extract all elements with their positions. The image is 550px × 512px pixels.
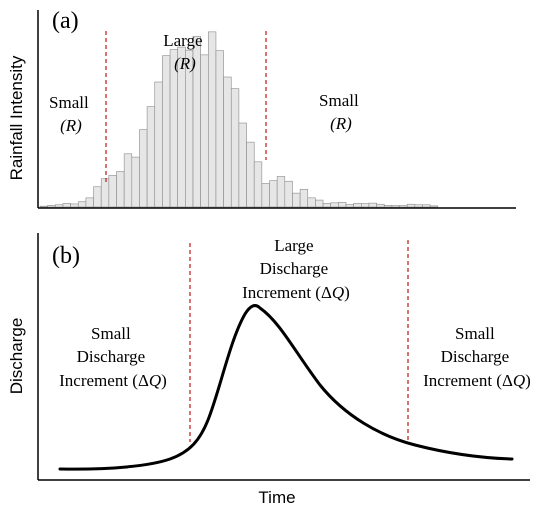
rainfall-bar (269, 180, 278, 208)
rainfall-bar (299, 188, 309, 208)
rainfall-bar (93, 186, 102, 208)
rainfall-bar (154, 81, 163, 208)
panel-a-right-label-line1: Small (319, 91, 359, 110)
panel-a-center-label: Large (R) (163, 31, 207, 73)
rainfall-bar (322, 203, 331, 208)
rainfall-bar (215, 50, 224, 208)
rainfall-bar (315, 199, 324, 208)
rainfall-bar (123, 153, 133, 208)
rainfall-bar (406, 203, 416, 208)
panel-b-left-label-line1: Small (91, 324, 131, 343)
rainfall-bar (253, 161, 263, 208)
rainfall-bar (139, 129, 148, 208)
rainfall-bar (330, 202, 339, 208)
rainfall-bar (422, 204, 431, 208)
rainfall-bar (276, 176, 286, 208)
panel-a-right-label: Small (R) (319, 91, 363, 133)
rainfall-bar (108, 175, 117, 208)
panel-a-ylabel: Rainfall Intensity (7, 55, 26, 180)
discharge-curve (58, 304, 514, 471)
panel-a-right-label-line2: (R) (330, 114, 352, 133)
rainfall-bar (284, 180, 293, 208)
rainfall-bar (77, 201, 87, 208)
rainfall-bar (116, 171, 125, 208)
panel-a-tag: (a) (52, 8, 79, 34)
rainfall-bar (246, 141, 255, 208)
rainfall-bar (131, 156, 140, 208)
rainfall-bar (345, 204, 354, 208)
rainfall-bar (185, 49, 194, 208)
rainfall-bar (238, 122, 247, 208)
panel-b: (b) Discharge Time Small Discharge Incre… (7, 233, 531, 507)
panel-a-center-label-line1: Large (163, 31, 202, 50)
panel-b-ylabel: Discharge (7, 318, 26, 395)
panel-b-xlabel: Time (258, 488, 295, 507)
rainfall-bar (429, 205, 439, 208)
rainfall-bar (100, 178, 110, 208)
panel-b-center-label: Large Discharge Increment (ΔQ) (242, 236, 350, 302)
rainfall-bar (39, 205, 48, 208)
rainfall-bar (414, 204, 423, 208)
rainfall-bar (70, 203, 79, 208)
rainfall-bar (383, 205, 393, 208)
panel-a: (a) Rainfall Intensity Small (R) Large (… (7, 8, 516, 209)
rainfall-bar (292, 192, 301, 208)
rainfall-bar (62, 203, 71, 208)
rainfall-bar (338, 201, 347, 208)
rainfall-bar (353, 203, 362, 208)
panel-b-left-label-line2: Discharge (77, 347, 146, 366)
panel-b-right-label: Small Discharge Increment (ΔQ) (423, 324, 531, 390)
rainfall-bar (85, 197, 94, 208)
rainfall-bar (261, 183, 270, 208)
rainfall-bar (146, 106, 156, 208)
rainfall-bar (360, 203, 370, 208)
rainfall-bar (54, 204, 64, 208)
panel-b-right-label-line3: Increment (ΔQ) (423, 371, 531, 390)
rainfall-bar (230, 88, 240, 208)
rainfall-bar (368, 202, 377, 208)
panel-b-left-label: Small Discharge Increment (ΔQ) (59, 324, 167, 390)
rainfall-bar (307, 197, 316, 208)
panel-a-left-label-line2: (R) (60, 116, 82, 135)
rainfall-bar (169, 49, 179, 208)
panel-b-right-label-line2: Discharge (441, 347, 510, 366)
panel-b-center-label-line2: Discharge (260, 259, 329, 278)
rainfall-bar (208, 31, 217, 208)
rainfall-bar (399, 205, 408, 208)
panel-b-center-label-line1: Large (274, 236, 313, 255)
panel-a-left-label: Small (R) (49, 93, 93, 135)
panel-b-center-label-line3: Increment (ΔQ) (242, 283, 350, 302)
panel-a-left-label-line1: Small (49, 93, 89, 112)
panel-a-bars (39, 31, 439, 208)
rainfall-bar (47, 205, 56, 208)
rainfall-bar (223, 76, 232, 208)
panel-a-center-label-line2: (R) (174, 54, 196, 73)
panel-b-left-label-line3: Increment (ΔQ) (59, 371, 167, 390)
panel-b-right-label-line1: Small (455, 324, 495, 343)
rainfall-bar (162, 55, 171, 208)
rainfall-bar (376, 203, 385, 208)
rainfall-bar (391, 205, 400, 208)
panel-b-tag: (b) (52, 243, 80, 269)
rainfall-bar (200, 54, 209, 208)
